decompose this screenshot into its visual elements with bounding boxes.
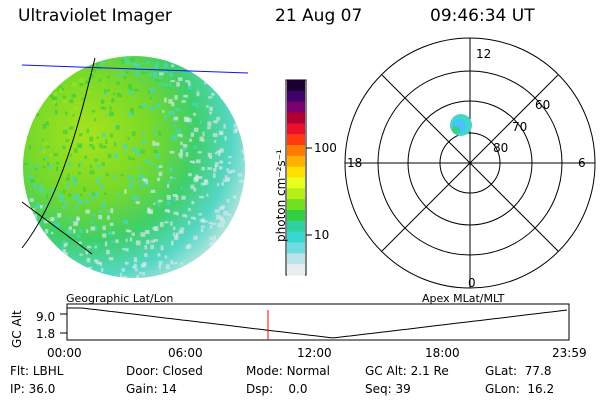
auroral-spot: [450, 114, 472, 136]
mlt-label-0: 0: [468, 276, 476, 290]
status-glon: GLon: 16.2: [485, 382, 555, 396]
timeline-ytick-1-8: 1.8: [36, 327, 56, 341]
timeline-ytick-9: 9.0: [36, 310, 56, 324]
status-flt: Flt: LBHL: [10, 364, 64, 378]
timeline-left-caption: Geographic Lat/Lon: [66, 292, 174, 305]
colorbar-tick-100: 100: [314, 141, 337, 155]
status-ip: IP: 36.0: [10, 382, 56, 396]
timeline-y-title: GC Alt: [10, 310, 24, 348]
status-glat: GLat: 77.8: [485, 364, 552, 378]
time-label: 09:46:34 UT: [430, 6, 535, 26]
timeline-xtick-0000: 00:00: [47, 346, 82, 360]
color-scale-bar: [285, 79, 312, 276]
date-label: 21 Aug 07: [275, 6, 363, 26]
colorbar-unit-label: photon cm⁻²s⁻¹: [274, 149, 288, 242]
status-seq: Seq: 39: [365, 382, 411, 396]
status-mode: Mode: Normal: [246, 364, 330, 378]
instrument-title: Ultraviolet Imager: [18, 6, 172, 26]
timeline-xtick-0600: 06:00: [168, 346, 203, 360]
timeline-xtick-2359: 23:59: [552, 346, 587, 360]
colorbar-tick-10: 10: [314, 228, 330, 242]
altitude-timeline: [60, 303, 570, 341]
status-dsp: Dsp: 0.0: [246, 382, 308, 396]
lat-label-80: 80: [493, 141, 509, 155]
mlt-label-6: 6: [578, 156, 586, 170]
timeline-right-caption: Apex MLat/MLT: [422, 292, 505, 305]
mlt-label-18: 18: [347, 156, 363, 170]
polar-mlt-plot: [344, 37, 596, 289]
latitude-grid-line: [21, 64, 249, 74]
status-door: Door: Closed: [126, 364, 203, 378]
timeline-xtick-1200: 12:00: [297, 346, 332, 360]
timeline-xtick-1800: 18:00: [425, 346, 460, 360]
longitude-grid-line: [21, 201, 93, 255]
mlt-label-12: 12: [476, 47, 492, 61]
terminator-line: [21, 57, 96, 249]
status-gc-alt: GC Alt: 2.1 Re: [365, 364, 449, 378]
status-gain: Gain: 14: [126, 382, 177, 396]
lat-label-70: 70: [512, 120, 528, 134]
earth-uv-image: [21, 56, 249, 278]
lat-label-60: 60: [535, 98, 551, 112]
